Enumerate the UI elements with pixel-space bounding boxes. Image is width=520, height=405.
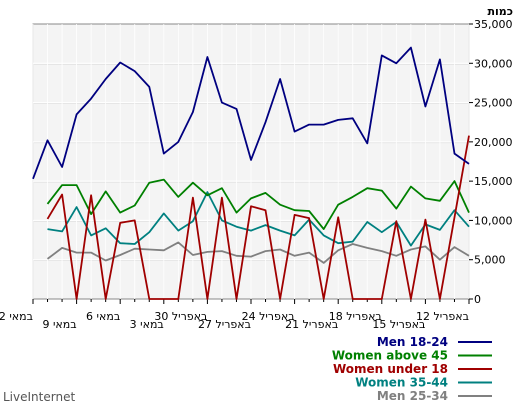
legend-label: Women under 18 (333, 362, 448, 376)
x-tick-label: 18 באפריל (329, 310, 382, 323)
legend-label: Men 18-24 (377, 335, 448, 349)
x-tick-label: 21 באפריל (285, 318, 338, 331)
legend-label: Women above 45 (332, 349, 448, 363)
y-tick-label: 5,000 (474, 254, 506, 267)
series-line-women-35-44 (47, 191, 470, 247)
y-tick-label: 25,000 (474, 97, 513, 110)
series-line-women-above-45 (46, 178, 470, 231)
x-tick-label: 9 במאי (42, 318, 76, 331)
y-tick-label: 35,000 (474, 18, 513, 31)
y-unit-label: כמות (488, 5, 513, 18)
x-tick-label: 15 באפריל (372, 318, 425, 331)
legend-label: Women 35-44 (355, 376, 448, 390)
x-tick-label: 24 באפריל (242, 310, 295, 323)
y-tick-label: 15,000 (474, 175, 513, 188)
x-tick-label: 6 במאי (86, 310, 120, 323)
y-tick-label: 10,000 (474, 214, 513, 227)
series-line-men-25-34 (46, 241, 470, 264)
x-tick-label: 27 באפריל (198, 318, 251, 331)
series-lines (32, 46, 470, 300)
series-line-men-18-24 (32, 46, 470, 180)
y-tick-label: 20,000 (474, 136, 513, 149)
legend-label: Men 25-34 (377, 389, 448, 403)
y-tick-label: 30,000 (474, 57, 513, 70)
y-tick-label: 0 (474, 293, 481, 306)
footer-brand: LiveInternet (3, 390, 75, 404)
x-tick-label: 30 באפריל (154, 310, 207, 323)
x-tick-label: 12 באפריל (416, 310, 469, 323)
y-axis: 35,000 30,000 25,000 20,000 15,000 10,000 5,00… (469, 18, 513, 306)
series-line-women-under-18 (46, 135, 470, 300)
x-tick-label: 12 במאי (0, 310, 33, 323)
x-tick-label: 3 במאי (130, 318, 164, 331)
